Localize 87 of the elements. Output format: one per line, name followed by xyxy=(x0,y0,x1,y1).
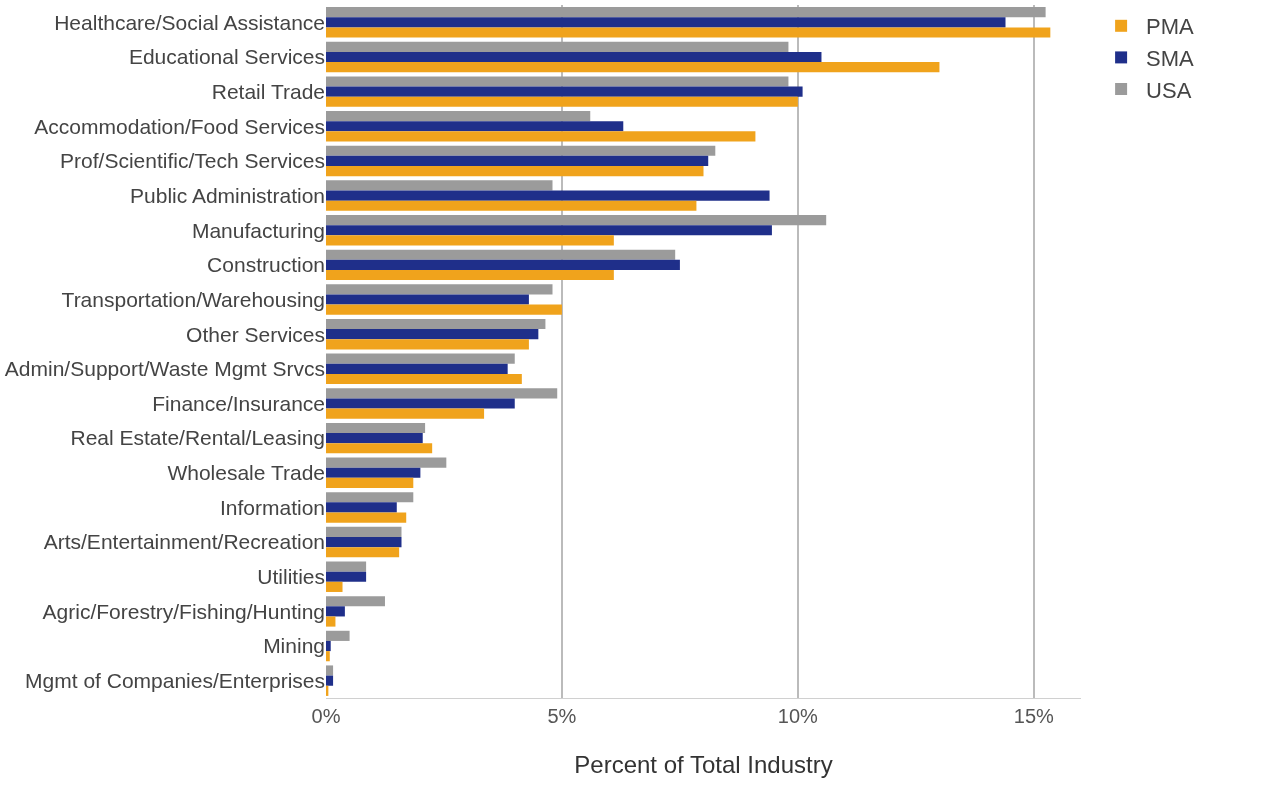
bar xyxy=(326,96,798,107)
bar xyxy=(326,111,591,122)
bar xyxy=(326,214,827,226)
bar xyxy=(326,200,697,211)
x-tick-label: 0% xyxy=(311,705,341,727)
bar xyxy=(326,284,553,295)
bar xyxy=(326,145,716,156)
y-tick-label: Arts/Entertainment/Recreation xyxy=(43,530,325,554)
bar xyxy=(326,398,515,409)
y-tick-label: Wholesale Trade xyxy=(167,461,325,485)
bar xyxy=(326,477,414,489)
bar xyxy=(326,640,331,652)
y-tick-label: Educational Services xyxy=(128,45,325,69)
y-tick-label: Accommodation/Food Services xyxy=(34,114,325,138)
x-axis-title: Percent of Total Industry xyxy=(574,751,833,779)
bar xyxy=(326,408,485,419)
bar xyxy=(326,121,624,132)
y-tick-label: Other Services xyxy=(186,322,325,346)
bar xyxy=(326,259,680,270)
y-tick-label: Mining xyxy=(263,634,325,658)
legend-label: USA xyxy=(1146,77,1192,103)
bar xyxy=(326,467,421,478)
legend-label: SMA xyxy=(1146,45,1195,71)
bar xyxy=(326,561,367,572)
bar xyxy=(326,51,822,63)
y-tick-label: Utilities xyxy=(257,565,325,589)
bar xyxy=(326,339,529,350)
x-tick-label: 10% xyxy=(777,705,819,727)
bar xyxy=(326,363,508,374)
y-tick-label: Mgmt of Companies/Enterprises xyxy=(25,669,325,693)
bar xyxy=(326,596,385,607)
bar xyxy=(326,457,447,468)
bar xyxy=(326,433,423,444)
bar xyxy=(326,304,562,315)
bar xyxy=(326,41,789,52)
x-tick-label: 5% xyxy=(547,705,577,727)
bar xyxy=(326,155,709,167)
y-tick-label: Information xyxy=(219,495,325,519)
bar xyxy=(326,616,336,627)
bar xyxy=(326,190,770,201)
bar xyxy=(326,269,614,281)
y-tick-label: Healthcare/Social Assistance xyxy=(54,10,325,34)
bar xyxy=(326,7,1046,18)
bar xyxy=(326,512,407,523)
bar xyxy=(326,536,402,548)
bar xyxy=(326,166,704,177)
bar xyxy=(326,443,433,454)
y-tick-label: Admin/Support/Waste Mgmt Srvcs xyxy=(4,357,325,381)
bar xyxy=(326,294,529,305)
bar xyxy=(326,675,334,686)
bar xyxy=(326,492,414,503)
bar xyxy=(326,651,330,662)
bar xyxy=(326,373,522,385)
y-tick-label: Manufacturing xyxy=(191,218,325,242)
y-tick-label: Prof/Scientific/Tech Services xyxy=(60,149,325,173)
bar xyxy=(326,388,558,399)
bar xyxy=(326,235,614,246)
bar xyxy=(326,180,553,191)
bar xyxy=(326,225,772,236)
y-tick-label: Real Estate/Rental/Leasing xyxy=(70,426,325,450)
x-tick-label: 15% xyxy=(1013,705,1055,727)
bar xyxy=(326,329,539,340)
bar xyxy=(326,249,676,260)
bar xyxy=(326,502,397,513)
bar xyxy=(326,526,402,537)
bar xyxy=(326,606,345,617)
bar xyxy=(326,62,940,73)
bar xyxy=(326,630,350,641)
y-tick-label: Public Administration xyxy=(130,183,325,207)
bar xyxy=(326,581,343,592)
bar xyxy=(326,571,367,582)
bar xyxy=(326,27,1051,38)
y-tick-label: Finance/Insurance xyxy=(152,391,325,415)
bar xyxy=(326,131,756,142)
y-tick-label: Construction xyxy=(207,253,325,277)
bar xyxy=(326,76,789,87)
bar xyxy=(326,665,334,676)
bar xyxy=(326,86,803,97)
y-tick-label: Transportation/Warehousing xyxy=(61,287,325,311)
bar xyxy=(326,318,546,330)
bar xyxy=(326,422,426,434)
y-tick-label: Agric/Forestry/Fishing/Hunting xyxy=(42,599,325,623)
bar xyxy=(326,17,1006,28)
bar xyxy=(326,547,400,558)
bar xyxy=(326,353,515,364)
y-tick-label: Retail Trade xyxy=(211,79,325,103)
legend-label: PMA xyxy=(1146,14,1195,40)
